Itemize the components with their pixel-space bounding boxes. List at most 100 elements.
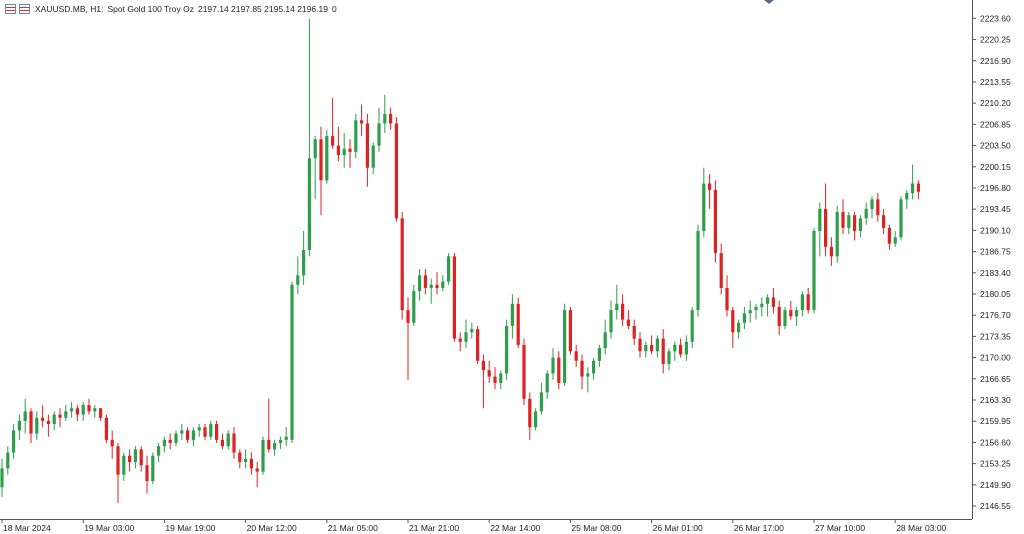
candle-body [644, 344, 648, 352]
candle-body [777, 306, 781, 326]
candle [220, 433, 224, 450]
candle [52, 411, 56, 431]
candle [400, 212, 404, 320]
candle-body [905, 193, 909, 200]
candle-body [87, 405, 91, 412]
candle [244, 449, 248, 469]
candle [789, 300, 793, 320]
candle [29, 408, 33, 444]
candle-body [748, 310, 752, 314]
candle-body [916, 183, 920, 192]
candle-body [319, 139, 323, 181]
candle-body [824, 208, 828, 247]
candle [858, 215, 862, 238]
candle-body [911, 183, 915, 194]
x-tick-label: 18 Mar 2024 [3, 523, 51, 533]
candle [754, 303, 758, 320]
candle [371, 142, 375, 175]
candle [336, 126, 340, 162]
candle-body [267, 439, 271, 450]
candle [882, 208, 886, 235]
x-tick-label: 21 Mar 05:00 [328, 523, 378, 533]
y-tick-label: 2200.15 [980, 162, 1011, 172]
candle [911, 164, 915, 200]
candle-body [273, 443, 277, 450]
candle-body [41, 417, 45, 421]
candle [876, 193, 880, 222]
candle-body [684, 341, 688, 355]
candle-body [458, 338, 462, 342]
candle [655, 335, 659, 358]
candle [93, 405, 97, 418]
candle [435, 272, 439, 295]
candle [307, 18, 311, 257]
candle [412, 284, 416, 326]
x-tick-label: 19 Mar 03:00 [84, 523, 134, 533]
candle-body [580, 360, 584, 377]
y-tick-label: 2180.05 [980, 289, 1011, 299]
candle-body [423, 275, 427, 288]
candle-body [365, 123, 369, 168]
candle-body [360, 120, 364, 124]
candle-body [505, 325, 509, 374]
candle-body [307, 158, 311, 251]
candle-body [145, 465, 149, 482]
candle [0, 458, 4, 497]
candle-body [667, 351, 671, 364]
candle [795, 306, 799, 326]
candle-body [429, 284, 433, 288]
y-tick-label: 2183.40 [980, 268, 1011, 278]
candle [145, 455, 149, 494]
candle [481, 354, 485, 409]
candle-body [354, 120, 358, 152]
candle-body [371, 145, 375, 168]
candle [423, 268, 427, 295]
candle-body [406, 310, 410, 323]
candle [597, 344, 601, 368]
candle-body [528, 398, 532, 428]
candle [470, 322, 474, 339]
candle-body [244, 458, 248, 463]
candle [261, 436, 265, 475]
candle [99, 408, 103, 421]
candle [180, 424, 184, 440]
candle [12, 424, 16, 459]
y-tick-label: 2193.45 [980, 204, 1011, 214]
y-tick-label: 2176.70 [980, 310, 1011, 320]
candle [302, 231, 306, 285]
y-tick-label: 2190.10 [980, 225, 1011, 235]
y-tick-label: 2173.35 [980, 331, 1011, 341]
candle [563, 303, 567, 387]
candle [766, 294, 770, 317]
y-tick-label: 2149.90 [980, 480, 1011, 490]
header-ohlc: 2197.14 2197.85 2195.14 2196.19 [197, 4, 328, 14]
candle-body [766, 297, 770, 304]
candle [116, 443, 120, 504]
candle [464, 319, 468, 349]
candle-body [568, 310, 572, 352]
shift-marker-icon[interactable] [764, 0, 774, 4]
candle-body [522, 344, 526, 399]
candle [719, 243, 723, 295]
candle [174, 430, 178, 447]
candle [824, 183, 828, 257]
candle [313, 136, 317, 200]
candle-body [476, 329, 480, 361]
candle [81, 401, 85, 421]
candle-body [17, 420, 21, 431]
candle [545, 370, 549, 399]
x-tick-label: 20 Mar 12:00 [247, 523, 297, 533]
y-tick-label: 2156.60 [980, 437, 1011, 447]
header-description: Spot Gold 100 Troy Oz [107, 4, 194, 14]
candle-body [383, 113, 387, 124]
x-tick-label: 26 Mar 01:00 [653, 523, 703, 533]
candle-body [609, 310, 613, 333]
candle-body [12, 430, 16, 453]
candle [87, 398, 91, 415]
candle [389, 107, 393, 130]
candle-body [876, 199, 880, 216]
candle-body [162, 439, 166, 447]
y-tick-label: 2163.30 [980, 395, 1011, 405]
y-tick-label: 2206.85 [980, 119, 1011, 129]
